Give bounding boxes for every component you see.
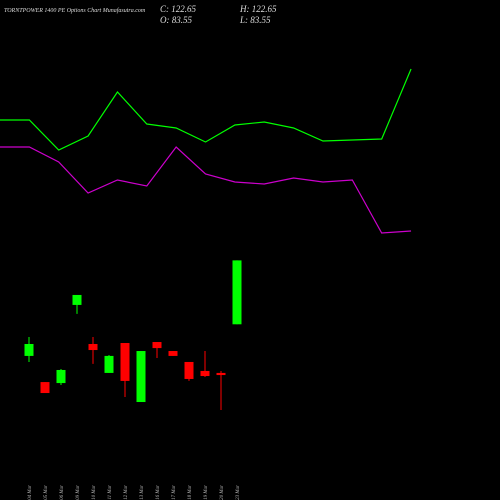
candle-body	[216, 372, 226, 376]
candle-body	[120, 343, 130, 381]
candle-body	[136, 351, 146, 403]
x-tick-label: 06 Mar	[60, 485, 65, 500]
candle-body	[24, 343, 34, 356]
candle-body	[104, 355, 114, 373]
x-tick-label: 13 Mar	[140, 485, 145, 500]
candle-body	[88, 343, 98, 351]
open-label: O: 83.55	[160, 15, 192, 25]
candle-body	[168, 351, 178, 356]
candle-body	[232, 260, 242, 325]
candle-body	[184, 361, 194, 379]
chart-title: TORNTPOWER 1400 PE Options Chart Munafas…	[4, 7, 146, 14]
x-tick-label: 20 Mar	[220, 485, 225, 500]
x-tick-label: 17 Mar	[172, 485, 177, 500]
line-series	[0, 146, 412, 234]
x-tick-label: 18 Mar	[188, 485, 193, 500]
x-tick-label: 04 Mar	[28, 485, 33, 500]
candle-body	[56, 369, 66, 384]
x-tick-label: 10 Mar	[92, 485, 97, 500]
candle-body	[152, 342, 162, 349]
high-label: H: 122.65	[239, 4, 277, 14]
x-tick-label: 12 Mar	[124, 485, 129, 500]
x-tick-label: 05 Mar	[44, 485, 49, 500]
line-series	[0, 68, 412, 151]
x-tick-label: 19 Mar	[204, 485, 209, 500]
candle-body	[40, 382, 50, 394]
x-tick-label: 11 Mar	[108, 485, 113, 500]
low-label: L: 83.55	[239, 15, 271, 25]
candle-body	[200, 370, 210, 377]
x-tick-label: 23 Mar	[236, 485, 241, 500]
x-tick-label: 09 Mar	[76, 485, 81, 500]
candle-body	[72, 294, 82, 305]
x-tick-label: 16 Mar	[156, 485, 161, 500]
close-label: C: 122.65	[160, 4, 197, 14]
